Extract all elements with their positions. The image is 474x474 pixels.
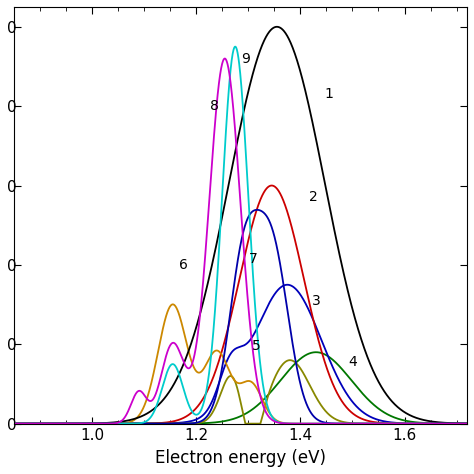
- X-axis label: Electron energy (eV): Electron energy (eV): [155, 449, 326, 467]
- Text: 6: 6: [179, 258, 188, 272]
- Text: 4: 4: [348, 355, 357, 369]
- Text: 2: 2: [309, 191, 318, 204]
- Text: 1: 1: [325, 87, 333, 101]
- Text: 7: 7: [249, 252, 258, 266]
- Text: 3: 3: [311, 293, 320, 308]
- Text: 5: 5: [252, 339, 260, 353]
- Text: 9: 9: [241, 52, 250, 65]
- Text: 8: 8: [210, 99, 219, 113]
